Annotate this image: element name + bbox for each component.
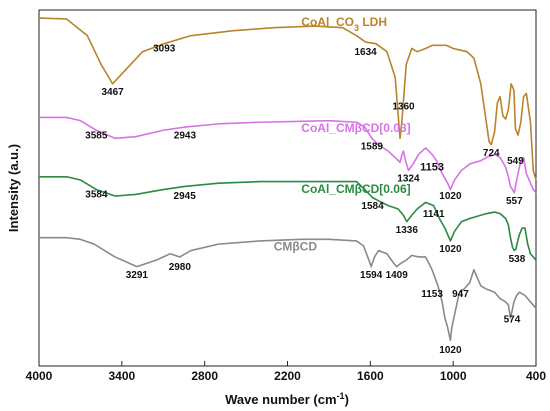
series-label-2: CoAl_CMβCD[0.06]: [301, 182, 410, 196]
series-label-0: CoAl_CO3 LDH: [301, 15, 387, 33]
peak-label: 3585: [85, 130, 108, 141]
peak-label: 1594: [360, 270, 383, 281]
series-line-3: [39, 236, 537, 342]
peak-label: 1409: [386, 270, 409, 281]
series-label-main: CoAl_CO: [301, 15, 354, 29]
series-label-3: CMβCD: [274, 240, 318, 254]
peak-label: 3291: [126, 270, 149, 281]
y-axis-title: Intensity (a.u.): [6, 144, 21, 232]
peak-label: 538: [509, 254, 526, 265]
peak-label: 1584: [361, 201, 384, 212]
series-line-0: [38, 17, 537, 181]
peak-label: 3467: [101, 87, 124, 98]
series-lines: [38, 17, 537, 342]
x-axis-tick-labels: 4000 3400 2800 2200 1600 1000 400: [26, 369, 547, 383]
x-axis-title-tail: ): [345, 392, 349, 407]
peak-label: 1020: [439, 244, 462, 255]
peak-label: 947: [452, 289, 469, 300]
series-line-2: [39, 175, 537, 261]
x-axis-title-main: Wave number (cm: [225, 392, 337, 407]
series-label-1: CoAl_CMβCD[0.03]: [301, 121, 410, 135]
peak-label: 2980: [169, 262, 192, 273]
x-tick-label: 3400: [108, 369, 135, 383]
peak-label: 3093: [153, 44, 176, 55]
x-axis-ticks: [38, 361, 537, 366]
x-tick-label: 2800: [191, 369, 218, 383]
x-axis-title-sup: -1: [337, 391, 345, 401]
peak-label: 1589: [361, 142, 384, 153]
x-tick-label: 1600: [357, 369, 384, 383]
peak-label: 1153: [420, 161, 444, 173]
x-tick-label: 2200: [274, 369, 301, 383]
peak-label: 1634: [355, 47, 378, 58]
series-label-tail: LDH: [359, 15, 387, 29]
x-tick-label: 4000: [26, 369, 53, 383]
peak-label: 1336: [396, 225, 419, 236]
peak-label: 3584: [85, 190, 108, 201]
peak-annotations: 3467 3093 1634 1360 1324 724 549 3585 2943 1589 11…: [85, 44, 526, 356]
peak-label: 724: [483, 148, 500, 159]
plot-frame: [38, 9, 537, 367]
peak-label: 1020: [439, 345, 462, 356]
peak-label: 1141: [423, 209, 445, 220]
series-labels: CoAl_CO3 LDH CoAl_CMβCD[0.03] CoAl_CMβCD[0…: [274, 15, 411, 254]
x-tick-label: 1000: [440, 369, 467, 383]
peak-label: 574: [504, 315, 521, 326]
peak-label: 1360: [392, 101, 415, 112]
series-label-sub: 3: [354, 23, 359, 33]
peak-label: 2945: [174, 191, 197, 202]
peak-label: 549: [507, 156, 524, 167]
peak-label: 1324: [397, 174, 420, 185]
peak-label: 1020: [439, 191, 462, 202]
peak-label: 557: [506, 196, 523, 207]
peak-label: 1153: [421, 289, 443, 300]
x-tick-label: 400: [526, 369, 546, 383]
peak-label: 2943: [174, 130, 197, 141]
plot-border: [38, 9, 537, 367]
x-axis-title: Wave number (cm-1): [225, 391, 349, 407]
series-line-1: [39, 116, 537, 194]
